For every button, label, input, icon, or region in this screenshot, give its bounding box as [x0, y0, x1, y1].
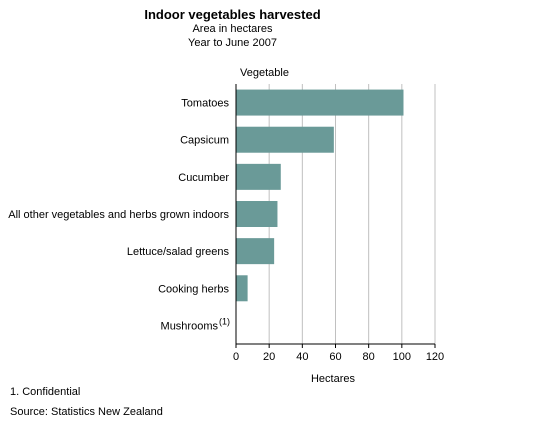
bar	[236, 126, 334, 153]
category-label: Tomatoes	[181, 98, 229, 110]
axes	[235, 84, 436, 348]
category-label: Cucumber	[178, 172, 229, 184]
x-tick-label: 40	[296, 351, 308, 363]
category-footnote-marker: (1)	[219, 316, 230, 326]
chart-subtitle-units: Area in hectares	[192, 23, 273, 35]
bar	[236, 89, 404, 116]
category-label: Mushrooms	[161, 320, 219, 332]
category-axis-label: Vegetable	[240, 67, 289, 79]
category-labels: Tomatoes Capsicum Cucumber All other vegeta…	[8, 98, 230, 333]
bar	[236, 275, 248, 302]
bars	[236, 89, 404, 302]
category-label: All other vegetables and herbs grown ind…	[8, 209, 229, 221]
bar	[236, 163, 281, 190]
chart-subtitle-period: Year to June 2007	[188, 37, 277, 49]
category-label: Capsicum	[180, 135, 229, 147]
x-tick-label: 120	[426, 351, 444, 363]
category-label: Lettuce/salad greens	[127, 246, 230, 258]
x-tick-labels: 0 20 40 60 80 100 120	[233, 351, 444, 363]
x-axis-label: Hectares	[311, 373, 356, 385]
category-label: Cooking herbs	[158, 283, 229, 295]
source-text: Statistics New Zealand	[50, 406, 163, 418]
x-tick-label: 60	[329, 351, 341, 363]
x-tick-label: 100	[393, 351, 411, 363]
x-tick-label: 20	[263, 351, 275, 363]
bar	[236, 238, 275, 265]
source-label: Source:	[10, 406, 48, 418]
bar	[236, 201, 278, 227]
x-tick-label: 0	[233, 351, 239, 363]
x-tick-label: 80	[363, 351, 375, 363]
chart-title: Indoor vegetables harvested	[144, 7, 321, 22]
source-note: Source: Statistics New Zealand	[10, 406, 163, 418]
gridlines	[268, 84, 436, 344]
footnote-confidential: 1. Confidential	[10, 386, 81, 398]
